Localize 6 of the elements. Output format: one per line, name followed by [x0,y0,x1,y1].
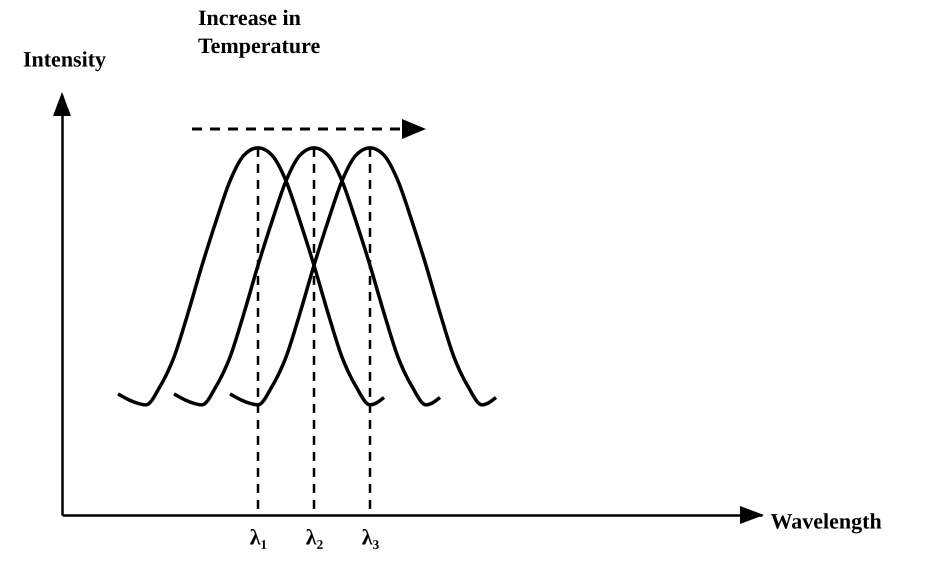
y-axis-title: Intensity [22,46,106,72]
x-tick-label: λ₃ [362,524,380,550]
x-tick-label: λ₁ [250,524,268,550]
x-tick-label: λ₂ [306,524,324,550]
text: Increase in Temperature [198,4,322,60]
x-axis-title: Wavelength [770,508,882,534]
